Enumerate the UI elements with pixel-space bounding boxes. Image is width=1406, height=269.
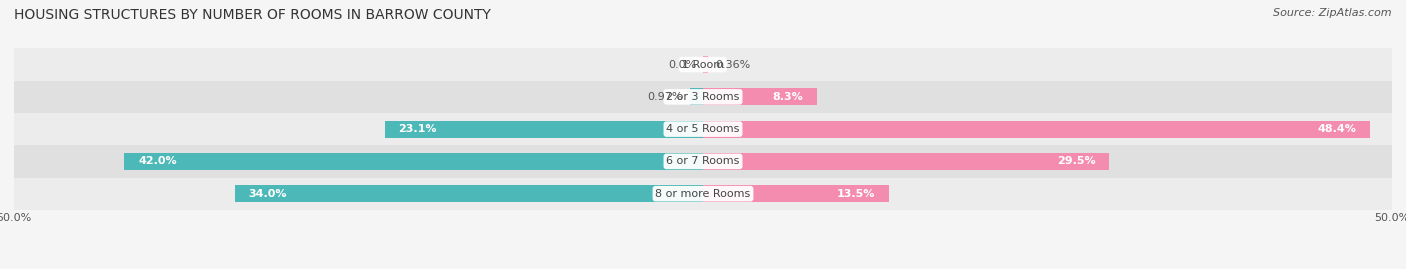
Bar bbox=[14, 81, 1392, 113]
Text: 4 or 5 Rooms: 4 or 5 Rooms bbox=[666, 124, 740, 134]
Text: 8 or more Rooms: 8 or more Rooms bbox=[655, 189, 751, 199]
Text: 34.0%: 34.0% bbox=[249, 189, 287, 199]
Bar bbox=[124, 153, 703, 170]
Text: 42.0%: 42.0% bbox=[138, 156, 177, 167]
Bar bbox=[703, 185, 889, 202]
Text: 6 or 7 Rooms: 6 or 7 Rooms bbox=[666, 156, 740, 167]
Bar bbox=[703, 56, 709, 73]
Text: 23.1%: 23.1% bbox=[398, 124, 437, 134]
Text: 29.5%: 29.5% bbox=[1057, 156, 1095, 167]
Bar bbox=[703, 89, 817, 105]
Bar bbox=[385, 121, 703, 137]
Text: 0.36%: 0.36% bbox=[714, 59, 749, 70]
Text: 13.5%: 13.5% bbox=[837, 189, 875, 199]
Text: 0.97%: 0.97% bbox=[647, 92, 683, 102]
Bar bbox=[689, 89, 703, 105]
Text: 8.3%: 8.3% bbox=[773, 92, 804, 102]
Bar bbox=[14, 48, 1392, 81]
Text: HOUSING STRUCTURES BY NUMBER OF ROOMS IN BARROW COUNTY: HOUSING STRUCTURES BY NUMBER OF ROOMS IN… bbox=[14, 8, 491, 22]
Text: 1 Room: 1 Room bbox=[682, 59, 724, 70]
Bar bbox=[14, 145, 1392, 178]
Text: 2 or 3 Rooms: 2 or 3 Rooms bbox=[666, 92, 740, 102]
Text: 0.0%: 0.0% bbox=[668, 59, 696, 70]
Bar bbox=[14, 113, 1392, 145]
Bar bbox=[14, 178, 1392, 210]
Text: Source: ZipAtlas.com: Source: ZipAtlas.com bbox=[1274, 8, 1392, 18]
Text: 48.4%: 48.4% bbox=[1317, 124, 1357, 134]
Bar bbox=[703, 153, 1109, 170]
Bar bbox=[703, 121, 1369, 137]
Bar bbox=[235, 185, 703, 202]
